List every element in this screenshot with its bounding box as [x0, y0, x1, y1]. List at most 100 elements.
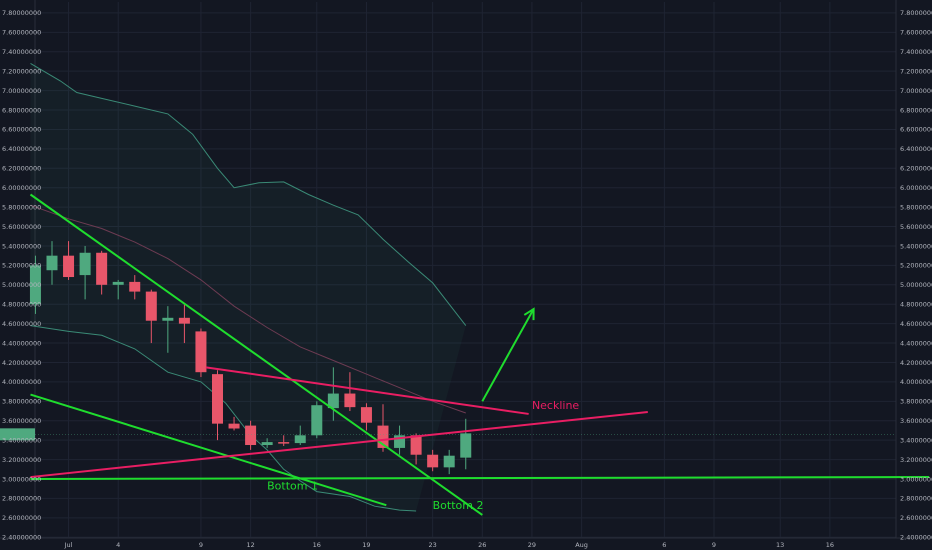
- trendline: [30, 393, 387, 507]
- candle-body: [79, 252, 91, 276]
- price-tick-label-left: 7.80000000: [2, 9, 41, 17]
- bollinger-basis-line: [30, 204, 466, 414]
- candle-body: [360, 407, 372, 423]
- price-tick-label-left: 4.20000000: [2, 359, 41, 367]
- time-tick-label: 6: [662, 541, 666, 549]
- time-tick-label: 9: [712, 541, 716, 549]
- candle-body: [410, 435, 422, 455]
- candle-body: [112, 281, 124, 285]
- candle: [460, 418, 472, 470]
- time-tick-label: 16: [826, 541, 834, 549]
- price-tick-label-left: 5.80000000: [2, 203, 41, 211]
- trendline: [30, 476, 930, 480]
- candle-body: [162, 317, 174, 321]
- candle-body: [96, 252, 108, 285]
- price-tick-label-left: 6.40000000: [2, 145, 41, 153]
- price-tick-label-right: 3.20000000: [900, 456, 932, 464]
- price-tick-label-right: 7.20000000: [900, 67, 932, 75]
- candle-body: [294, 435, 306, 444]
- price-tick-label-right: 4.00000000: [900, 378, 932, 386]
- candle: [344, 372, 356, 412]
- candle-body: [394, 435, 406, 448]
- price-tick-label-left: 7.60000000: [2, 29, 41, 37]
- bollinger-fill: [30, 63, 466, 512]
- price-tick-label-right: 5.00000000: [900, 281, 932, 289]
- price-tick-label-right: 7.80000000: [900, 9, 932, 17]
- candle: [162, 306, 174, 353]
- price-tick-label-right: 2.60000000: [900, 514, 932, 522]
- price-tick-label-right: 7.60000000: [900, 29, 932, 37]
- price-tick-label-right: 6.60000000: [900, 126, 932, 134]
- time-tick-label: Aug: [575, 541, 588, 549]
- price-tick-label-right: 2.40000000: [900, 534, 932, 542]
- price-tick-label-right: 4.40000000: [900, 339, 932, 347]
- candle: [261, 438, 273, 448]
- candle-body: [311, 405, 323, 436]
- price-tick-label-right: 7.00000000: [900, 87, 932, 95]
- price-tick-label-left: 6.00000000: [2, 184, 41, 192]
- bollinger-lower-line: [30, 325, 417, 512]
- bollinger-bands: [30, 62, 467, 512]
- price-tick-label-left: 3.40000000: [2, 436, 41, 444]
- price-tick-label-right: 5.60000000: [900, 223, 932, 231]
- candle-body: [344, 393, 356, 408]
- price-tick-label-right: 3.60000000: [900, 417, 932, 425]
- candle-body: [212, 374, 223, 424]
- price-tick-label-left: 3.80000000: [2, 398, 41, 406]
- annotation-label: Bottom 2: [433, 499, 484, 512]
- candle: [79, 245, 91, 300]
- price-tick-label-left: 2.40000000: [2, 534, 41, 542]
- price-tick-label-left: 4.40000000: [2, 339, 41, 347]
- price-tick-label-left: 3.20000000: [2, 456, 41, 464]
- time-tick-label: 29: [528, 541, 536, 549]
- candle: [212, 370, 223, 441]
- time-axis[interactable]: Jul 4 9 12 16 19 23 26 29 Aug 6 9 13 16: [64, 541, 834, 549]
- candle: [443, 449, 455, 475]
- price-tick-label-right: 7.40000000: [900, 48, 932, 56]
- price-tick-label-left: 4.80000000: [2, 301, 41, 309]
- candle: [245, 420, 257, 450]
- price-tick-label-right: 6.20000000: [900, 165, 932, 173]
- price-axis-left[interactable]: 2.40000000 2.60000000 2.80000000 3.00000000…: [2, 9, 41, 541]
- trendline: [29, 193, 483, 516]
- annotation-label: Bottom 1: [267, 480, 318, 493]
- price-tick-label-right: 6.40000000: [900, 145, 932, 153]
- candle: [145, 289, 157, 344]
- price-tick-label-left: 5.40000000: [2, 242, 41, 250]
- price-tick-label-right: 5.20000000: [900, 262, 932, 270]
- trendline: [205, 366, 529, 415]
- candle-body: [178, 317, 190, 324]
- candle-body: [427, 454, 439, 468]
- candles: [0, 241, 896, 475]
- candle: [311, 401, 323, 439]
- breakout-arrow-head: [523, 307, 535, 321]
- candle-body: [46, 255, 58, 271]
- candle-body: [377, 425, 389, 448]
- candle-body: [327, 393, 339, 409]
- candle: [46, 241, 58, 285]
- time-tick-label: 4: [116, 541, 120, 549]
- price-tick-label-right: 4.20000000: [900, 359, 932, 367]
- price-tick-label-right: 4.80000000: [900, 301, 932, 309]
- price-tick-label-left: 5.60000000: [2, 223, 41, 231]
- price-tick-label-left: 7.20000000: [2, 67, 41, 75]
- price-tick-label-left: 2.80000000: [2, 495, 41, 503]
- price-tick-label-left: 6.60000000: [2, 126, 41, 134]
- price-tick-label-right: 5.40000000: [900, 242, 932, 250]
- price-tick-label-left: 4.60000000: [2, 320, 41, 328]
- price-tick-label-right: 4.60000000: [900, 320, 932, 328]
- breakout-arrow-line: [481, 308, 535, 402]
- time-tick-label: 9: [199, 541, 203, 549]
- time-tick-label: Jul: [64, 541, 73, 549]
- price-axis-right[interactable]: 2.40000000 2.60000000 2.80000000 3.00000000…: [900, 9, 932, 541]
- price-tick-label-right: 3.40000000: [900, 436, 932, 444]
- candle: [278, 435, 290, 446]
- candle-body: [145, 291, 157, 321]
- candle-body: [261, 442, 273, 446]
- candle-body: [443, 455, 455, 468]
- price-tick-label-left: 7.00000000: [2, 87, 41, 95]
- price-tick-label-left: 6.80000000: [2, 106, 41, 114]
- candle: [129, 275, 141, 300]
